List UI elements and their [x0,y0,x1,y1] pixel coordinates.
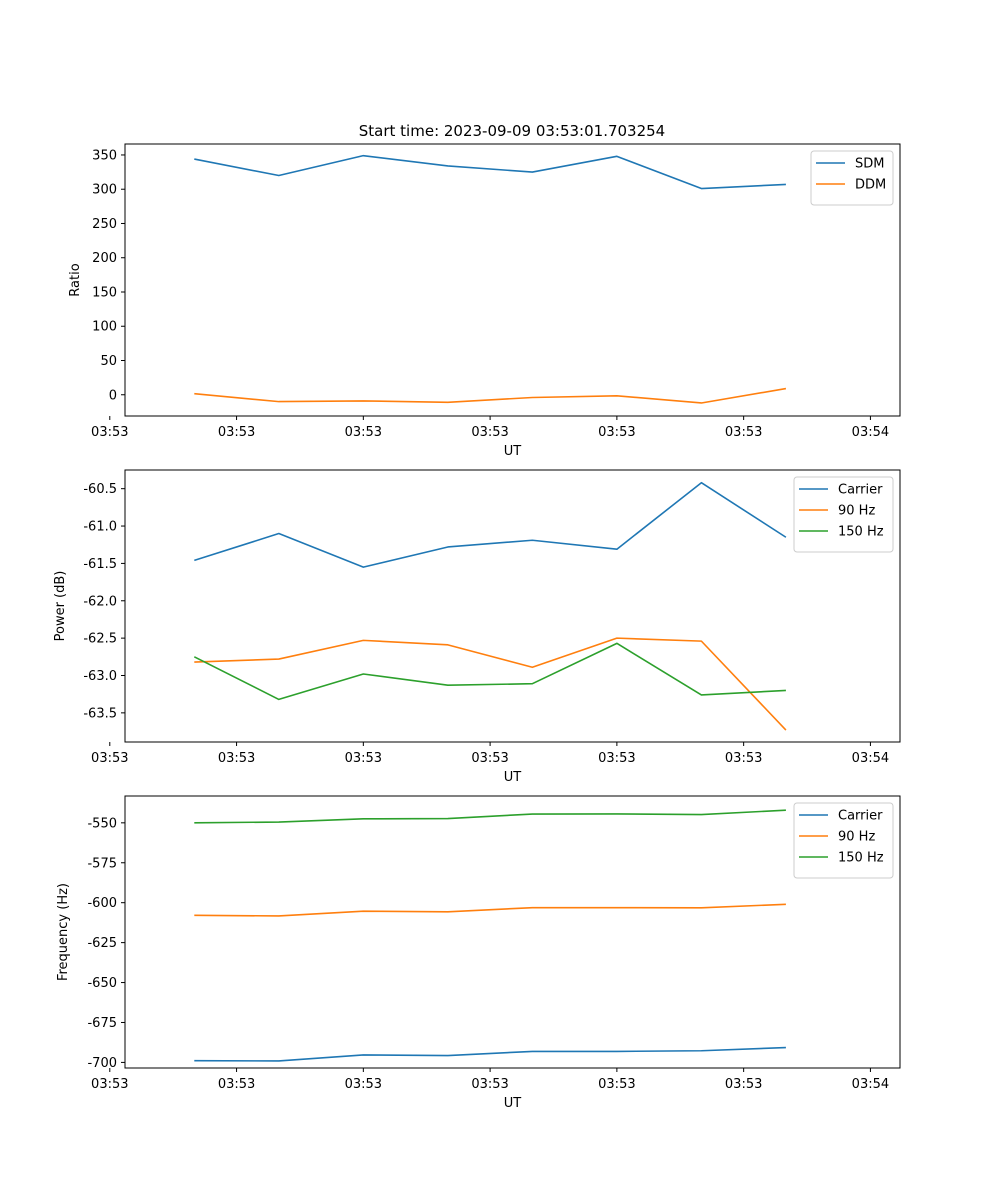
legend: Carrier 90 Hz 150 Hz [793,802,894,879]
x-tick-label: 03:53 [725,425,762,440]
axes-frame [124,143,901,417]
y-axis-label: Power (dB) [53,571,68,642]
y-tick-label: 150 [92,285,117,300]
x-tick-label: 03:53 [345,751,382,766]
x-tick-label: 03:53 [345,1077,382,1092]
y-tick-label: -550 [87,816,117,831]
x-tick-label: 03:53 [471,425,508,440]
y-tick-label: -700 [87,1056,117,1071]
plot-area [125,796,900,1068]
y-tick-label: 100 [92,320,117,335]
x-axis-label: UT [504,444,522,459]
x-tick-label: 03:53 [345,425,382,440]
y-tick-label: -62.5 [83,632,117,647]
y-tick-label: -600 [87,896,117,911]
series-line-carrier [194,1046,786,1062]
legend-box [810,150,894,206]
legend-label: DDM [855,178,886,193]
y-tick-label: -60.5 [83,482,117,497]
y-tick-label: 50 [100,354,117,369]
chart-power: 03:53 03:53 03:53 03:53 03:53 03:53 03:54 -60.5… [53,469,901,785]
x-tick-label: 03:53 [218,1077,255,1092]
figure-title: Start time: 2023-09-09 03:53:01.703254 [359,122,665,140]
y-tick-label: -62.0 [83,594,117,609]
series-line-90-hz [194,903,786,917]
x-tick-label: 03:53 [91,425,128,440]
chart-panels: 03:53 03:53 03:53 03:53 03:53 03:53 03:54 0 50 10… [53,143,901,1111]
legend-label: 150 Hz [838,525,884,540]
axes-frame [124,795,901,1069]
y-tick-label: 200 [92,251,117,266]
series-line-carrier [194,481,787,568]
legend-box [793,802,894,879]
x-tick-label: 03:53 [725,751,762,766]
y-tick-label: -650 [87,976,117,991]
legend-label: SDM [855,157,884,172]
x-tick-label: 03:53 [598,751,635,766]
x-tick-label: 03:53 [471,751,508,766]
series-line-ddm [194,387,787,404]
x-tick-label: 03:53 [91,1077,128,1092]
y-tick-label: 0 [109,388,117,403]
legend-label: 90 Hz [838,830,875,845]
x-tick-label: 03:53 [598,425,635,440]
y-tick-label: -625 [87,936,117,951]
x-tick-label: 03:54 [852,751,889,766]
x-tick-label: 03:53 [91,751,128,766]
x-axis-label: UT [504,1096,522,1111]
legend-label: 150 Hz [838,851,884,866]
legend-label: Carrier [838,809,883,824]
legend: Carrier 90 Hz 150 Hz [793,476,894,553]
series-line-sdm [194,154,786,190]
y-tick-label: 300 [92,183,117,198]
axes-frame [124,469,901,743]
legend: SDM DDM [810,150,894,206]
y-tick-label: -61.5 [83,557,117,572]
y-tick-label: 250 [92,217,117,232]
x-tick-label: 03:54 [852,1077,889,1092]
chart-frequency: 03:53 03:53 03:53 03:53 03:53 03:53 03:54 -550 -… [56,795,901,1111]
x-tick-label: 03:53 [218,425,255,440]
series-line-150-hz [194,809,786,824]
legend-label: 90 Hz [838,504,875,519]
x-tick-label: 03:53 [598,1077,635,1092]
x-tick-label: 03:53 [218,751,255,766]
series-line-150-hz [193,642,786,701]
y-tick-label: -675 [87,1016,117,1031]
plot-area [125,144,900,416]
legend-box [793,476,894,553]
y-axis-label: Ratio [68,263,83,296]
y-tick-label: -575 [87,856,117,871]
y-tick-label: -63.0 [83,669,117,684]
legend-label: Carrier [838,483,883,498]
chart-ratio: 03:53 03:53 03:53 03:53 03:53 03:53 03:54 0 50 10… [68,143,901,459]
plot-area [125,470,900,742]
y-tick-label: -61.0 [83,520,117,535]
y-tick-label: -63.5 [83,706,117,721]
x-tick-label: 03:53 [725,1077,762,1092]
x-axis-label: UT [504,770,522,785]
x-tick-label: 03:54 [852,425,889,440]
y-tick-label: 350 [92,148,117,163]
y-axis-label: Frequency (Hz) [56,883,71,981]
series-line-90-hz [194,637,787,731]
x-tick-label: 03:53 [471,1077,508,1092]
